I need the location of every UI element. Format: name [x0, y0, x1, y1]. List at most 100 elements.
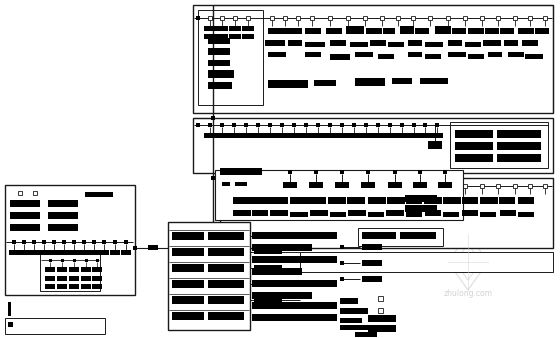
Bar — [497, 130, 541, 138]
Bar — [387, 197, 405, 204]
Bar — [368, 212, 384, 217]
Bar — [288, 40, 302, 46]
Bar — [535, 28, 549, 34]
Bar — [29, 250, 39, 255]
Bar — [386, 210, 404, 216]
Bar — [308, 197, 326, 204]
Bar — [340, 123, 344, 127]
Bar — [92, 267, 102, 272]
Bar — [252, 244, 312, 251]
Bar — [310, 16, 314, 20]
Bar — [396, 133, 408, 138]
Bar — [33, 191, 37, 195]
Bar — [42, 240, 46, 244]
Bar — [57, 276, 67, 281]
Bar — [208, 264, 244, 272]
Bar — [366, 170, 370, 174]
Bar — [81, 276, 91, 281]
Bar — [350, 42, 368, 47]
Bar — [172, 312, 204, 320]
Bar — [405, 195, 437, 202]
Bar — [496, 16, 500, 20]
Bar — [208, 82, 232, 89]
Bar — [328, 197, 346, 204]
Bar — [304, 123, 308, 127]
Bar — [81, 267, 91, 272]
Bar — [368, 325, 396, 332]
Bar — [69, 250, 79, 255]
Bar — [405, 205, 437, 212]
Bar — [208, 232, 244, 240]
Bar — [362, 232, 396, 239]
Bar — [340, 318, 362, 323]
Bar — [216, 26, 228, 31]
Bar — [60, 259, 63, 262]
Bar — [306, 184, 310, 188]
Bar — [204, 26, 216, 31]
Bar — [528, 16, 532, 20]
Bar — [99, 250, 109, 255]
Bar — [340, 184, 344, 188]
Bar — [208, 38, 230, 44]
Bar — [425, 54, 441, 59]
Bar — [488, 52, 502, 57]
Bar — [300, 133, 312, 138]
Bar — [39, 250, 49, 255]
Bar — [497, 142, 541, 150]
Bar — [480, 197, 498, 204]
Bar — [424, 197, 442, 204]
Bar — [463, 184, 466, 188]
Bar — [252, 280, 337, 287]
Bar — [228, 133, 240, 138]
Bar — [233, 197, 251, 204]
Bar — [208, 312, 244, 320]
Bar — [220, 123, 224, 127]
Bar — [368, 315, 396, 322]
Bar — [324, 133, 336, 138]
Bar — [92, 276, 102, 281]
Bar — [480, 16, 484, 20]
Bar — [443, 197, 461, 204]
Bar — [208, 60, 230, 66]
Bar — [465, 42, 481, 47]
Bar — [384, 133, 396, 138]
Bar — [518, 28, 534, 34]
Bar — [172, 264, 204, 272]
Bar — [415, 28, 429, 34]
Bar — [500, 210, 516, 216]
Bar — [455, 154, 493, 162]
Bar — [288, 28, 302, 34]
Bar — [340, 261, 344, 265]
Bar — [82, 240, 86, 244]
Bar — [216, 34, 228, 39]
Bar — [208, 296, 244, 304]
Bar — [222, 182, 230, 186]
Bar — [48, 224, 78, 231]
Bar — [376, 184, 380, 188]
Bar — [211, 250, 215, 254]
Bar — [102, 240, 106, 244]
Bar — [522, 40, 538, 46]
Bar — [443, 212, 459, 217]
Bar — [408, 133, 420, 138]
Bar — [235, 182, 247, 186]
Bar — [448, 40, 462, 46]
Bar — [81, 284, 91, 289]
Bar — [252, 314, 337, 321]
Bar — [85, 192, 113, 197]
Bar — [504, 40, 518, 46]
Bar — [462, 210, 478, 216]
Bar — [216, 133, 228, 138]
Bar — [483, 40, 501, 46]
Bar — [256, 123, 260, 127]
Bar — [18, 191, 22, 195]
Bar — [431, 133, 443, 138]
Bar — [305, 42, 325, 47]
Bar — [508, 52, 524, 57]
Bar — [10, 224, 40, 231]
Bar — [270, 16, 274, 20]
Bar — [528, 184, 532, 188]
Bar — [400, 123, 404, 127]
Bar — [254, 184, 258, 188]
Bar — [96, 259, 99, 262]
